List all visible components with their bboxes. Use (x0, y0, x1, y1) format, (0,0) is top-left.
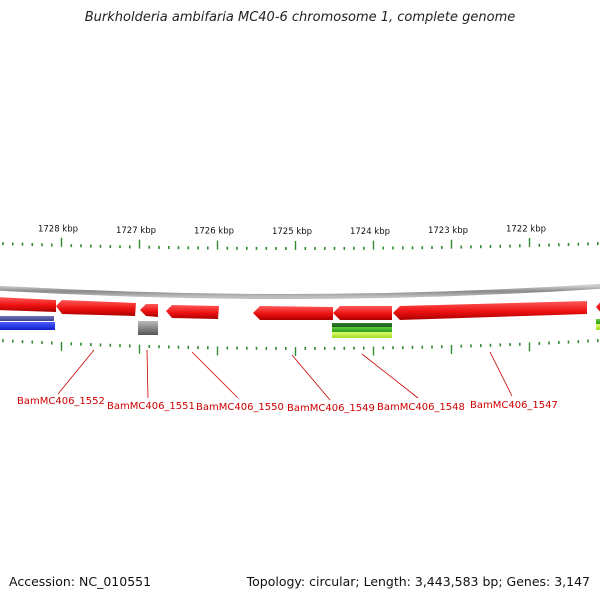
gene-arrow[interactable] (0, 297, 56, 312)
map-title: Burkholderia ambifaria MC40-6 chromosome… (84, 10, 516, 25)
gene-leader-line (291, 354, 331, 401)
scale-labels: 1728 kbp 1727 kbp 1726 kbp 1725 kbp 1724… (38, 224, 546, 237)
gene-leader-line (489, 351, 513, 397)
gene-arrow[interactable] (596, 300, 600, 314)
green-feature-band (332, 323, 392, 327)
outer-tick-marks (2, 237, 599, 250)
gene-label[interactable]: BamMC406_1549 (287, 403, 375, 414)
feature-tracks (0, 316, 600, 338)
scale-label: 1727 kbp (116, 226, 156, 236)
gene-arrow[interactable] (140, 304, 158, 317)
gene-arrow[interactable] (333, 306, 392, 320)
scale-label: 1725 kbp (272, 227, 312, 237)
gene-arrow[interactable] (393, 301, 587, 320)
gene-leader-line (361, 353, 419, 399)
gene-label[interactable]: BamMC406_1548 (377, 402, 465, 413)
gene-leader-line (146, 349, 149, 399)
gene-leader-line (57, 349, 95, 395)
scale-label: 1724 kbp (350, 227, 390, 237)
genome-summary-text: Topology: circular; Length: 3,443,583 bp… (246, 574, 590, 589)
gene-labels: BamMC406_1552 BamMC406_1551 BamMC406_155… (17, 349, 558, 414)
gene-label[interactable]: BamMC406_1552 (17, 396, 105, 407)
scale-label: 1722 kbp (506, 225, 546, 235)
scale-label: 1728 kbp (38, 224, 78, 234)
blue-feature-band (0, 322, 55, 330)
gene-arrow[interactable] (56, 300, 136, 316)
gene-arrow[interactable] (253, 306, 333, 320)
scale-label: 1726 kbp (194, 227, 234, 237)
lime-feature-band (596, 324, 600, 330)
gene-label[interactable]: BamMC406_1547 (470, 400, 558, 411)
gene-track (0, 297, 600, 320)
gene-label[interactable]: BamMC406_1550 (196, 402, 284, 413)
gene-leader-line (191, 351, 239, 399)
green-feature-band (332, 327, 392, 332)
accession-text: Accession: NC_010551 (9, 574, 152, 589)
lime-feature-band (332, 332, 392, 338)
scale-label: 1723 kbp (428, 226, 468, 236)
gene-arrow[interactable] (166, 305, 219, 319)
chromosome-backbone (0, 283, 600, 300)
blue-feature-band (0, 316, 54, 321)
green-feature-band (596, 319, 600, 324)
inner-tick-marks (2, 339, 599, 356)
gray-feature-box (138, 321, 158, 335)
gene-label[interactable]: BamMC406_1551 (107, 401, 195, 412)
